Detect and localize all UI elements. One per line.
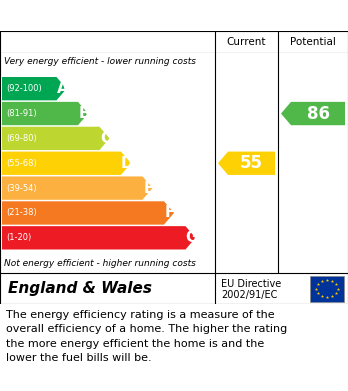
Text: England & Wales: England & Wales (8, 281, 152, 296)
Text: B: B (78, 106, 90, 121)
Text: (1-20): (1-20) (6, 233, 31, 242)
Text: 2002/91/EC: 2002/91/EC (221, 291, 277, 300)
Polygon shape (2, 201, 174, 225)
Text: D: D (121, 156, 133, 171)
Text: The energy efficiency rating is a measure of the
overall efficiency of a home. T: The energy efficiency rating is a measur… (6, 310, 287, 363)
Text: Energy Efficiency Rating: Energy Efficiency Rating (8, 8, 218, 23)
Text: (55-68): (55-68) (6, 159, 37, 168)
Text: E: E (143, 181, 154, 196)
Text: (92-100): (92-100) (6, 84, 42, 93)
Polygon shape (2, 127, 110, 150)
Text: A: A (57, 81, 68, 96)
Polygon shape (2, 77, 66, 100)
Polygon shape (2, 176, 152, 200)
Text: (69-80): (69-80) (6, 134, 37, 143)
Polygon shape (2, 102, 88, 125)
Polygon shape (218, 152, 275, 175)
Text: 86: 86 (307, 104, 330, 122)
Polygon shape (2, 226, 196, 249)
Text: C: C (100, 131, 111, 146)
Text: 55: 55 (240, 154, 263, 172)
Text: Very energy efficient - lower running costs: Very energy efficient - lower running co… (4, 57, 196, 66)
Polygon shape (2, 152, 131, 175)
Text: EU Directive: EU Directive (221, 279, 281, 289)
Text: (39-54): (39-54) (6, 184, 37, 193)
Polygon shape (281, 102, 345, 125)
Text: Not energy efficient - higher running costs: Not energy efficient - higher running co… (4, 259, 196, 268)
Text: (21-38): (21-38) (6, 208, 37, 217)
Text: Potential: Potential (290, 37, 336, 47)
Text: F: F (165, 205, 175, 221)
Text: G: G (185, 230, 198, 245)
Text: (81-91): (81-91) (6, 109, 37, 118)
Text: Current: Current (227, 37, 266, 47)
Bar (310, 276, 344, 301)
